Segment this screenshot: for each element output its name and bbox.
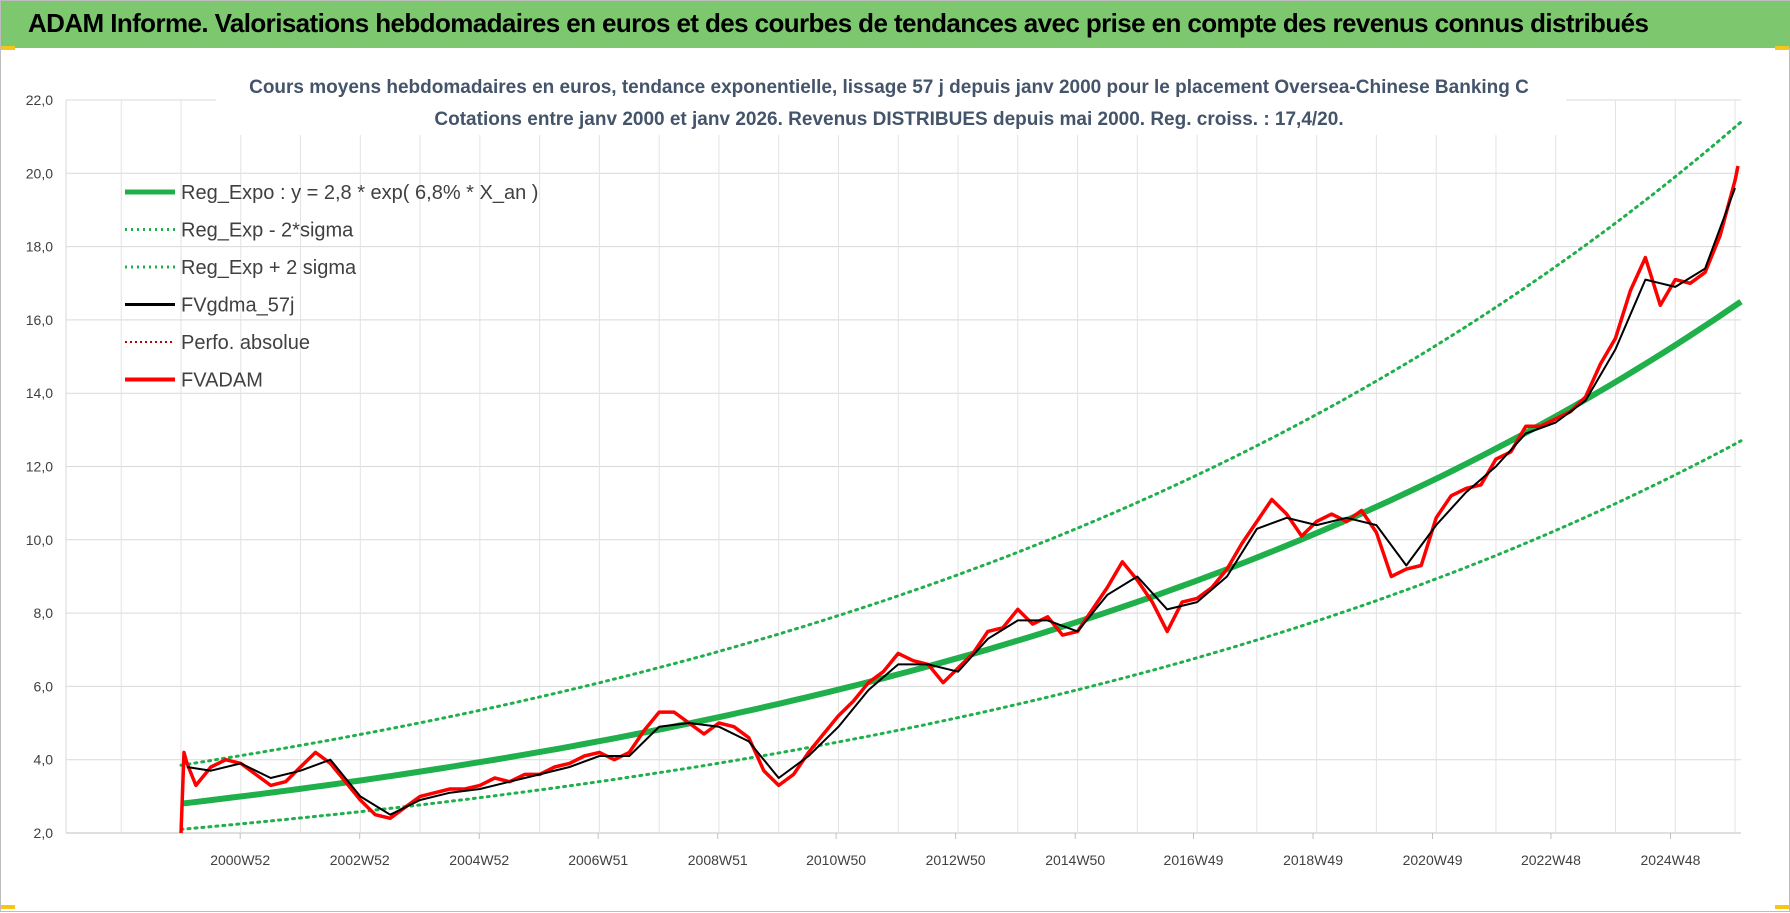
x-tick-label: 2022W48 xyxy=(1521,852,1581,868)
fvgdma-line xyxy=(186,187,1736,816)
title-backdrop xyxy=(216,69,1566,135)
corner-marker-bottom-right xyxy=(1775,905,1789,909)
x-tick-label: 2004W52 xyxy=(449,852,509,868)
y-tick-label: 20,0 xyxy=(26,165,53,181)
x-tick-label: 2020W49 xyxy=(1403,852,1463,868)
report-banner: ADAM Informe. Valorisations hebdomadaire… xyxy=(1,1,1790,48)
y-tick-label: 2,0 xyxy=(34,825,54,841)
legend-label: Reg_Expo : y = 2,8 * exp( 6,8% * X_an ) xyxy=(181,182,538,204)
corner-marker-top-right xyxy=(1775,46,1789,50)
chart-title: Cours moyens hebdomadaires en euros, ten… xyxy=(249,77,1529,98)
y-tick-label: 8,0 xyxy=(34,605,54,621)
corner-marker-top-left xyxy=(1,46,15,50)
regression-line xyxy=(180,299,1743,807)
x-tick-label: 2002W52 xyxy=(330,852,390,868)
legend-label: Reg_Exp - 2*sigma xyxy=(181,220,354,242)
report-title: ADAM Informe. Valorisations hebdomadaire… xyxy=(28,8,1649,38)
fvadam-line xyxy=(179,165,1740,834)
y-tick-label: 6,0 xyxy=(34,678,54,694)
x-tick-label: 2024W48 xyxy=(1641,852,1701,868)
x-tick-label: 2016W49 xyxy=(1164,852,1224,868)
chart-subtitle: Cotations entre janv 2000 et janv 2026. … xyxy=(434,109,1343,130)
y-tick-label: 18,0 xyxy=(26,239,53,255)
x-tick-label: 2012W50 xyxy=(926,852,986,868)
band-upper-line xyxy=(179,120,1743,767)
legend-label: FVgdma_57j xyxy=(181,295,294,317)
x-axis-ticks: 2000W52 2002W52 2004W52 2006W51 2008W51 2010W… xyxy=(210,833,1701,868)
legend-label: FVADAM xyxy=(181,370,263,392)
y-tick-label: 12,0 xyxy=(26,459,53,475)
y-tick-label: 4,0 xyxy=(34,752,54,768)
x-tick-label: 2014W50 xyxy=(1045,852,1105,868)
x-tick-label: 2008W51 xyxy=(688,852,748,868)
band-lower-line xyxy=(179,439,1743,831)
legend-label: Reg_Exp + 2 sigma xyxy=(181,257,357,279)
x-tick-label: 2010W50 xyxy=(806,852,866,868)
y-axis-ticks: 2,0 4,0 6,0 8,0 10,0 12,0 14,0 16,0 18,0 20,0 22,0 xyxy=(26,92,53,841)
x-tick-label: 2000W52 xyxy=(210,852,270,868)
y-tick-label: 16,0 xyxy=(26,312,53,328)
chart-series xyxy=(179,120,1743,834)
x-tick-label: 2018W49 xyxy=(1283,852,1343,868)
x-tick-label: 2006W51 xyxy=(568,852,628,868)
y-tick-label: 22,0 xyxy=(26,92,53,108)
y-tick-label: 10,0 xyxy=(26,532,53,548)
y-tick-label: 14,0 xyxy=(26,385,53,401)
legend-label: Perfo. absolue xyxy=(181,332,310,354)
chart-legend: Reg_Expo : y = 2,8 * exp( 6,8% * X_an ) R… xyxy=(125,182,538,392)
corner-marker-bottom-left xyxy=(1,905,15,909)
